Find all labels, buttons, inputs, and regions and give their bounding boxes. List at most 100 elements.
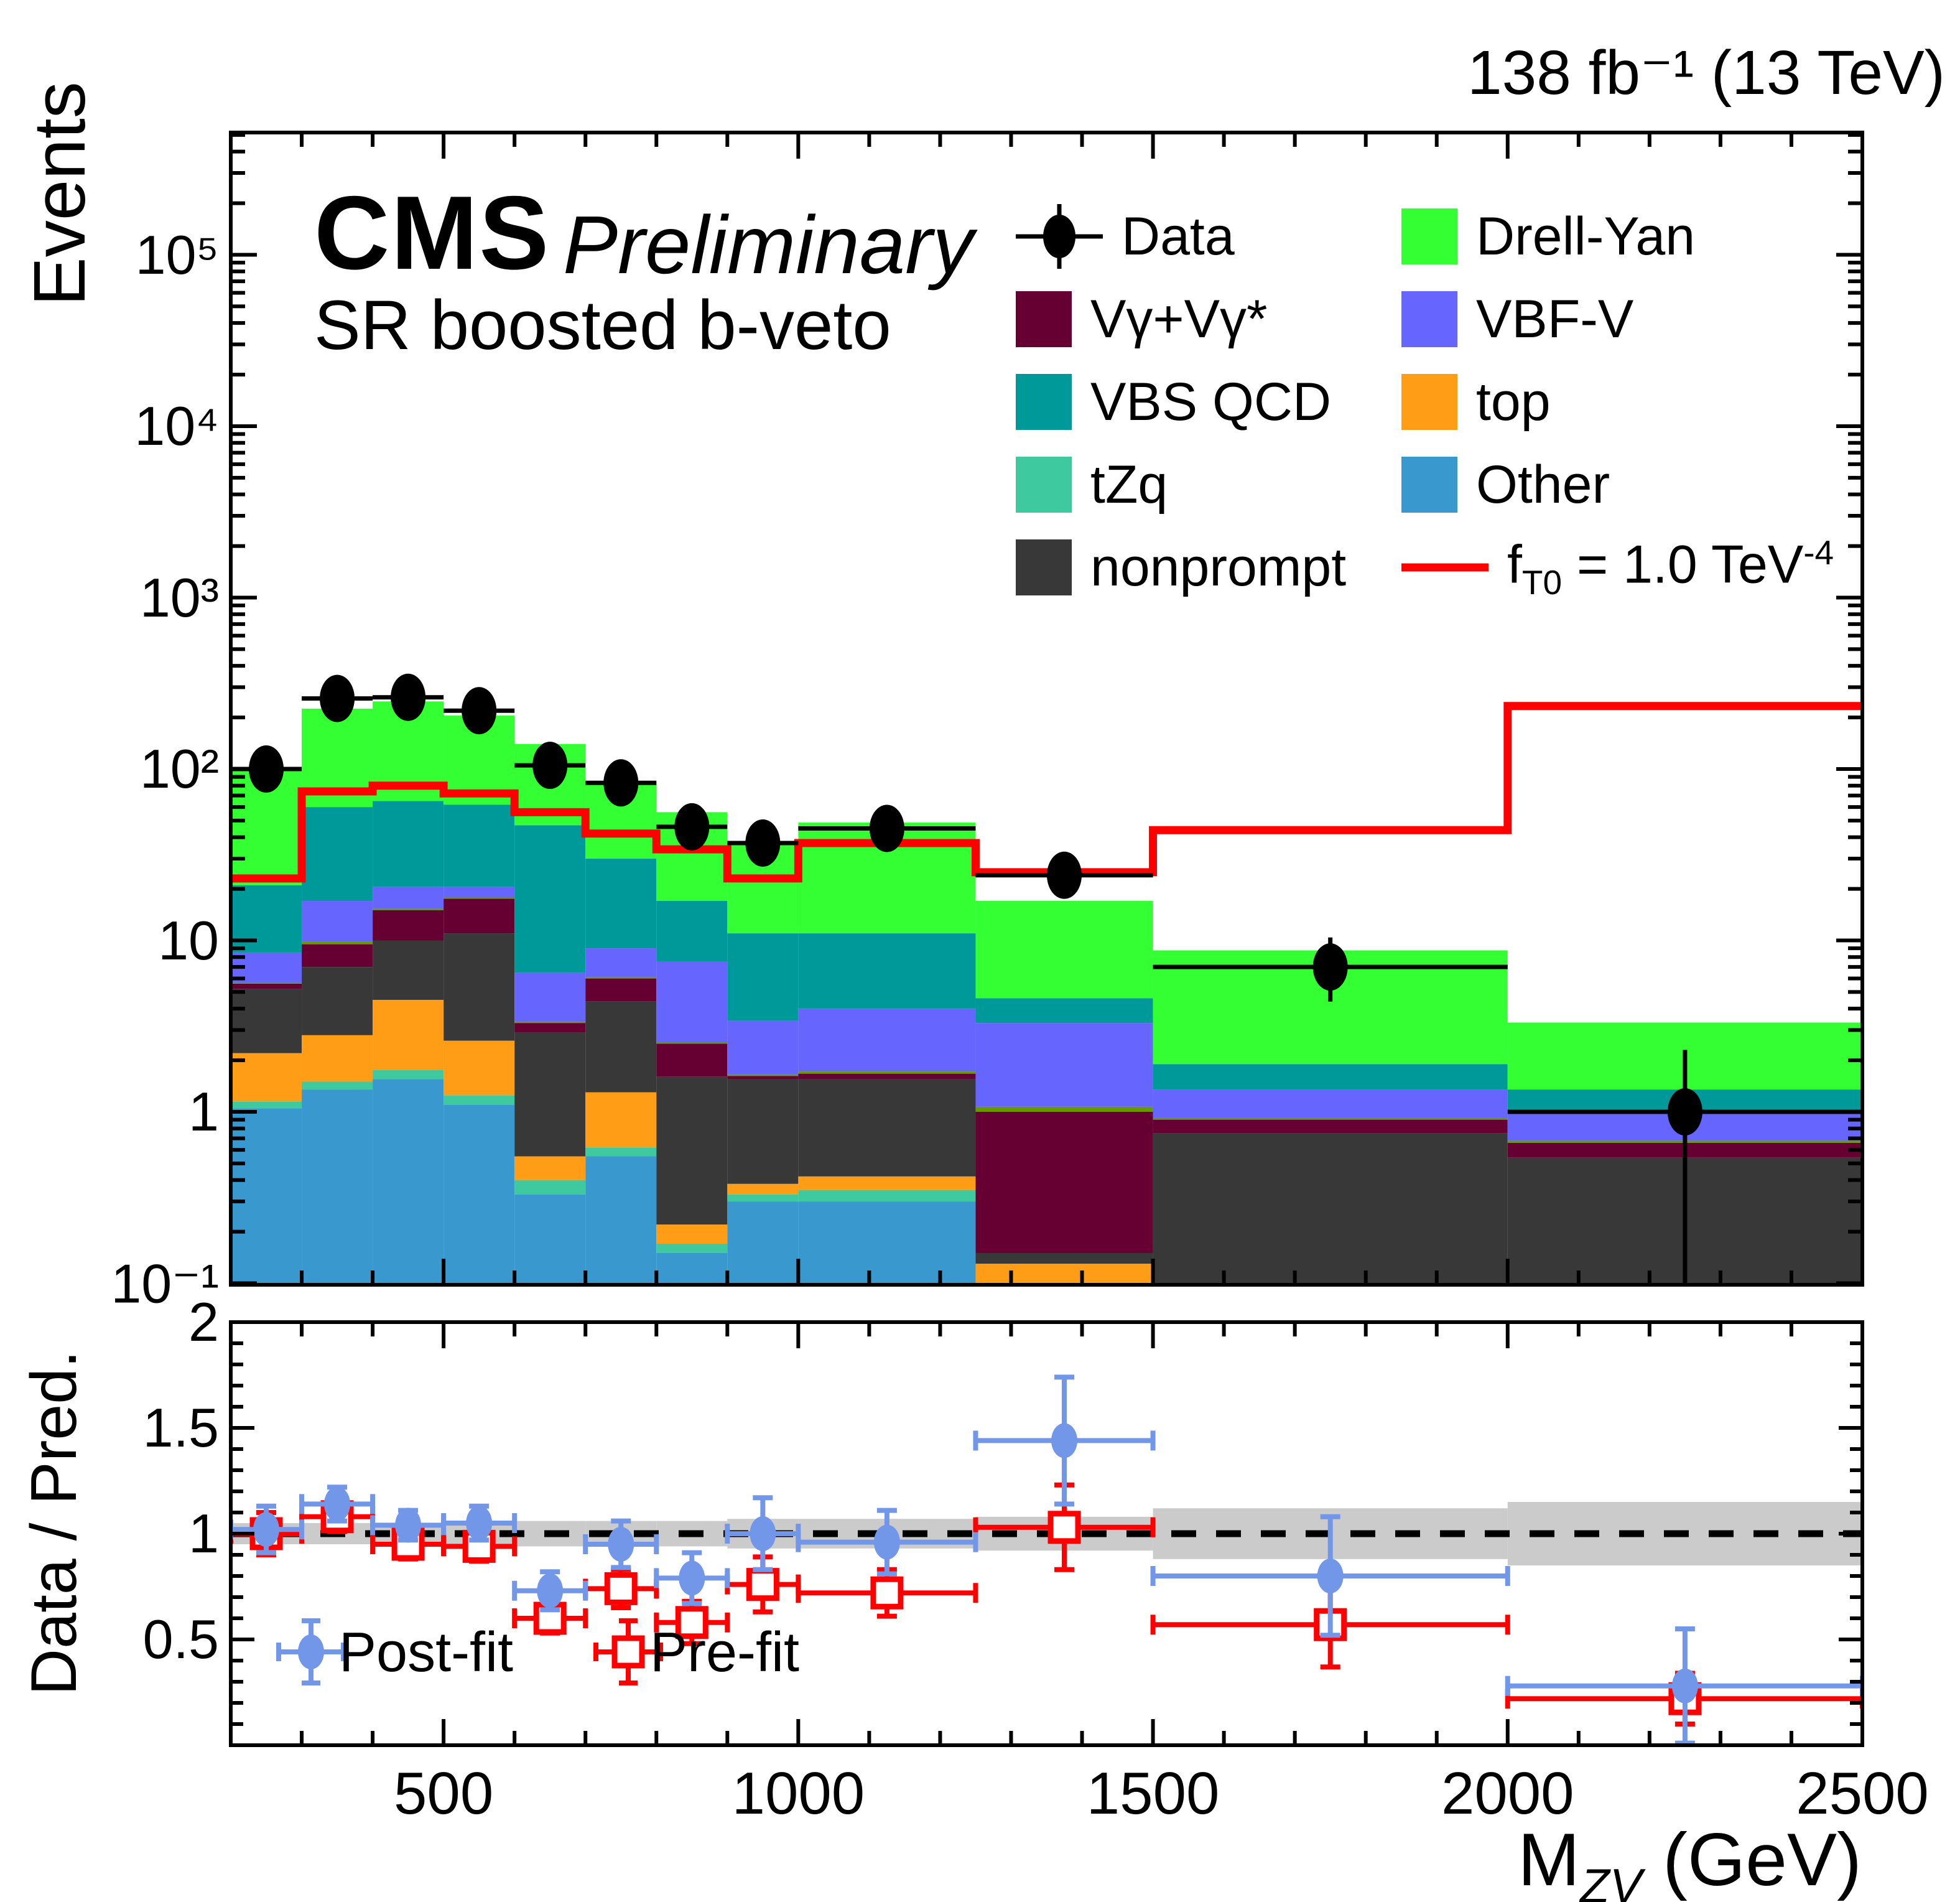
stack-segment-olive-sliver (727, 1075, 799, 1076)
stack-segment-nonprompt (585, 1001, 657, 1093)
stack-segment-VBF-V (373, 887, 444, 909)
stack-segment-VBS QCD (585, 859, 657, 949)
stack-segment-VBF-V (656, 961, 728, 1042)
stack-segment-top (444, 1040, 515, 1096)
post-fit-marker (873, 1524, 900, 1560)
stack-segment-olive-sliver (514, 1022, 586, 1023)
stack-segment-Vγ+Vγ* (302, 944, 373, 967)
post-fit-marker (324, 1486, 351, 1522)
stack-segment-VBF-V (975, 1023, 1153, 1107)
stack-segment-top (514, 1156, 586, 1180)
stack-segment-VBS QCD (975, 998, 1153, 1023)
legend-entry-vbf-v: VBF-V (1401, 281, 1633, 358)
legend-label-nonprompt: nonprompt (1090, 537, 1347, 597)
stack-segment-nonprompt (656, 1076, 728, 1225)
stack-segment-nonprompt (1153, 1133, 1508, 1284)
stack-segment-olive-sliver (444, 897, 515, 899)
luminosity-energy-label: 138 fb⁻¹ (13 TeV) (1467, 38, 1945, 108)
stack-segment-Other (514, 1194, 586, 1285)
data-marker (674, 803, 710, 851)
legend-entry-data: Data (1016, 198, 1235, 275)
stack-segment-Vγ+Vγ* (231, 983, 302, 989)
post-fit-marker (466, 1506, 493, 1541)
legend-label-drell-yan: Drell-Yan (1476, 206, 1696, 266)
post-fit-legend-marker (276, 1618, 346, 1685)
stack-segment-tZq (514, 1180, 586, 1195)
legend-label-vbs-qcd: VBS QCD (1090, 371, 1332, 432)
post-fit-marker (1671, 1668, 1698, 1704)
legend-label-vgamma: Vγ+Vγ* (1090, 289, 1268, 349)
post-fit-marker (1051, 1423, 1078, 1458)
stack-segment-olive-sliver (373, 908, 444, 910)
legend-entry-vgamma: Vγ+Vγ* (1016, 281, 1267, 358)
pre-fit-legend-marker (593, 1618, 663, 1685)
x-tick-label: 2000 (1441, 1760, 1574, 1827)
pre-fit-marker (604, 1572, 638, 1605)
stack-segment-Vγ+Vγ* (656, 1043, 728, 1077)
stack-segment-Other (585, 1156, 657, 1285)
y-axis-title: Events (19, 82, 101, 306)
legend-label-top: top (1476, 371, 1551, 432)
y-tick-label: 10 (158, 909, 219, 971)
data-marker (745, 819, 781, 867)
stack-segment-Drell-Yan (975, 901, 1153, 999)
stack-segment-tZq (444, 1095, 515, 1105)
data-marker (391, 673, 426, 721)
other-swatch (1401, 457, 1457, 513)
x-tick-label: 1000 (732, 1760, 865, 1827)
ratio-tick-label: 0.5 (142, 1608, 219, 1670)
stack-segment-Other (798, 1201, 976, 1285)
stack-segment-top (727, 1183, 799, 1195)
stack-segment-Other (656, 1252, 728, 1285)
legend-label-ft0: fT0 = 1.0 TeV-4 (1507, 533, 1834, 602)
stack-segment-VBS QCD (373, 801, 444, 887)
ratio-y-axis-title: Data / Pred. (18, 1350, 90, 1695)
x-title-prefix: M (1517, 1818, 1580, 1901)
stack-segment-nonprompt (231, 989, 302, 1053)
x-title-subscript: ZV (1579, 1858, 1642, 1902)
legend-entry-top: top (1401, 363, 1551, 441)
y-tick-label: 10³ (139, 566, 219, 628)
stack-segment-VBS QCD (656, 901, 728, 962)
data-marker (1047, 851, 1082, 899)
stack-segment-nonprompt (798, 1079, 976, 1177)
stack-segment-VBF-V (444, 887, 515, 898)
post-fit-points (231, 1374, 1862, 1745)
x-tick-label: 500 (394, 1760, 494, 1827)
stack-segment-VBF-V (302, 901, 373, 942)
stack-segment-olive-sliver (975, 1106, 1153, 1112)
stack-segment-VBS QCD (1153, 1064, 1508, 1090)
stack-segment-Vγ+Vγ* (975, 1112, 1153, 1253)
post-fit-marker (679, 1560, 705, 1596)
stack-segment-tZq (231, 1101, 302, 1109)
pre-fit-marker (1047, 1511, 1081, 1544)
stack-segment-tZq (656, 1244, 728, 1253)
stack-segment-olive-sliver (302, 941, 373, 944)
data-marker (462, 687, 497, 735)
stack-segment-top (798, 1176, 976, 1190)
data-marker (320, 674, 355, 722)
data-marker (1312, 943, 1348, 991)
stack-segment-nonprompt (373, 940, 444, 1000)
signal-line-ft0 (231, 702, 1862, 883)
y-tick-label: 1 (188, 1081, 219, 1142)
region-label: SR boosted b-veto (314, 286, 891, 364)
legend-label-tzq: tZq (1090, 454, 1168, 515)
stack-segment-tZq (373, 1070, 444, 1079)
stack-segment-top (656, 1224, 728, 1244)
x-title-suffix: (GeV) (1642, 1818, 1862, 1901)
stack-segment-VBS QCD (798, 933, 976, 1009)
y-tick-label: 10⁴ (134, 395, 219, 457)
data-marker (1667, 1088, 1702, 1135)
data-marker (603, 759, 639, 807)
data-marker (1016, 204, 1103, 269)
stack-segment-Vγ+Vγ* (514, 1023, 586, 1033)
legend-label-vbf-v: VBF-V (1476, 289, 1634, 349)
stack-segment-olive-sliver (798, 1071, 976, 1074)
stack-segment-Other (727, 1201, 799, 1285)
pre-fit-marker (870, 1576, 904, 1610)
stack-segment-Vγ+Vγ* (727, 1076, 799, 1079)
preliminary-label: Preliminary (563, 199, 974, 291)
